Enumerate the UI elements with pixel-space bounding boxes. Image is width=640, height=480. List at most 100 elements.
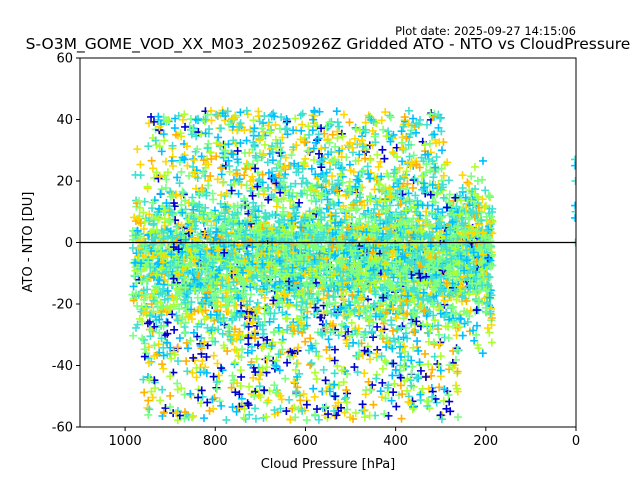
data-point — [308, 126, 317, 135]
data-point — [402, 134, 411, 143]
data-point — [299, 390, 308, 399]
data-point — [478, 175, 487, 184]
data-point — [369, 117, 378, 126]
data-point — [181, 122, 190, 131]
data-point — [444, 176, 453, 185]
data-point — [309, 384, 318, 393]
data-point — [167, 354, 176, 363]
data-point — [163, 318, 172, 327]
data-point — [223, 107, 232, 116]
data-point — [343, 405, 352, 414]
data-point — [301, 154, 310, 163]
data-point — [201, 363, 210, 372]
data-point — [143, 319, 152, 328]
data-point — [485, 328, 494, 337]
data-point — [398, 144, 407, 153]
data-point — [183, 344, 192, 353]
data-point — [231, 358, 240, 367]
data-point — [297, 126, 306, 135]
data-point — [289, 126, 298, 135]
data-point — [418, 172, 427, 181]
data-point — [158, 385, 167, 394]
data-point — [325, 138, 334, 147]
data-point — [325, 118, 334, 127]
data-point — [145, 119, 154, 128]
data-point — [453, 413, 462, 422]
data-point — [436, 352, 445, 361]
data-point — [276, 391, 285, 400]
data-point — [307, 341, 316, 350]
data-point — [216, 124, 225, 133]
data-point — [214, 371, 223, 380]
data-point — [456, 196, 465, 205]
data-point — [203, 110, 212, 119]
data-point — [399, 314, 408, 323]
data-point — [382, 358, 391, 367]
data-point — [337, 152, 346, 161]
data-point — [153, 303, 162, 312]
data-point — [224, 140, 233, 149]
data-point — [361, 118, 370, 127]
data-point — [424, 360, 433, 369]
data-point — [242, 181, 251, 190]
data-point — [240, 148, 249, 157]
data-point — [389, 359, 398, 368]
data-point — [267, 341, 276, 350]
data-point — [201, 115, 210, 124]
data-point — [207, 116, 216, 125]
data-point — [325, 165, 334, 174]
data-point — [162, 317, 171, 326]
data-point — [307, 164, 316, 173]
data-point — [334, 191, 343, 200]
data-point — [397, 414, 406, 423]
data-point — [203, 398, 212, 407]
data-point — [217, 364, 226, 373]
data-point — [298, 328, 307, 337]
data-point — [310, 188, 319, 197]
data-point — [426, 166, 435, 175]
data-point — [331, 392, 340, 401]
data-point — [361, 125, 370, 134]
data-point — [156, 396, 165, 405]
data-point — [410, 327, 419, 336]
data-point — [168, 162, 177, 171]
data-point — [222, 415, 231, 424]
data-point — [205, 125, 214, 134]
data-point — [230, 345, 239, 354]
data-point — [426, 110, 435, 119]
data-point — [155, 142, 164, 151]
data-point — [275, 366, 284, 375]
data-point — [319, 365, 328, 374]
data-point — [330, 380, 339, 389]
data-point — [478, 156, 487, 165]
data-point — [148, 164, 157, 173]
data-point — [433, 360, 442, 369]
data-point — [166, 391, 175, 400]
data-point — [217, 164, 226, 173]
data-point — [248, 191, 257, 200]
data-point — [193, 293, 202, 302]
data-point — [151, 136, 160, 145]
data-point — [214, 133, 223, 142]
data-point — [419, 179, 428, 188]
data-point — [230, 179, 239, 188]
data-point — [240, 126, 249, 135]
data-point — [271, 135, 280, 144]
data-point — [458, 171, 467, 180]
data-point — [270, 361, 279, 370]
data-point — [157, 334, 166, 343]
data-point — [414, 120, 423, 129]
data-point — [236, 139, 245, 148]
data-point — [376, 387, 385, 396]
data-point — [217, 191, 226, 200]
data-point — [291, 379, 300, 388]
data-point — [140, 345, 149, 354]
data-point — [250, 142, 259, 151]
data-point — [360, 346, 369, 355]
data-point — [240, 171, 249, 180]
data-point — [469, 326, 478, 335]
data-point — [373, 150, 382, 159]
data-point — [286, 182, 295, 191]
data-point — [427, 371, 436, 380]
